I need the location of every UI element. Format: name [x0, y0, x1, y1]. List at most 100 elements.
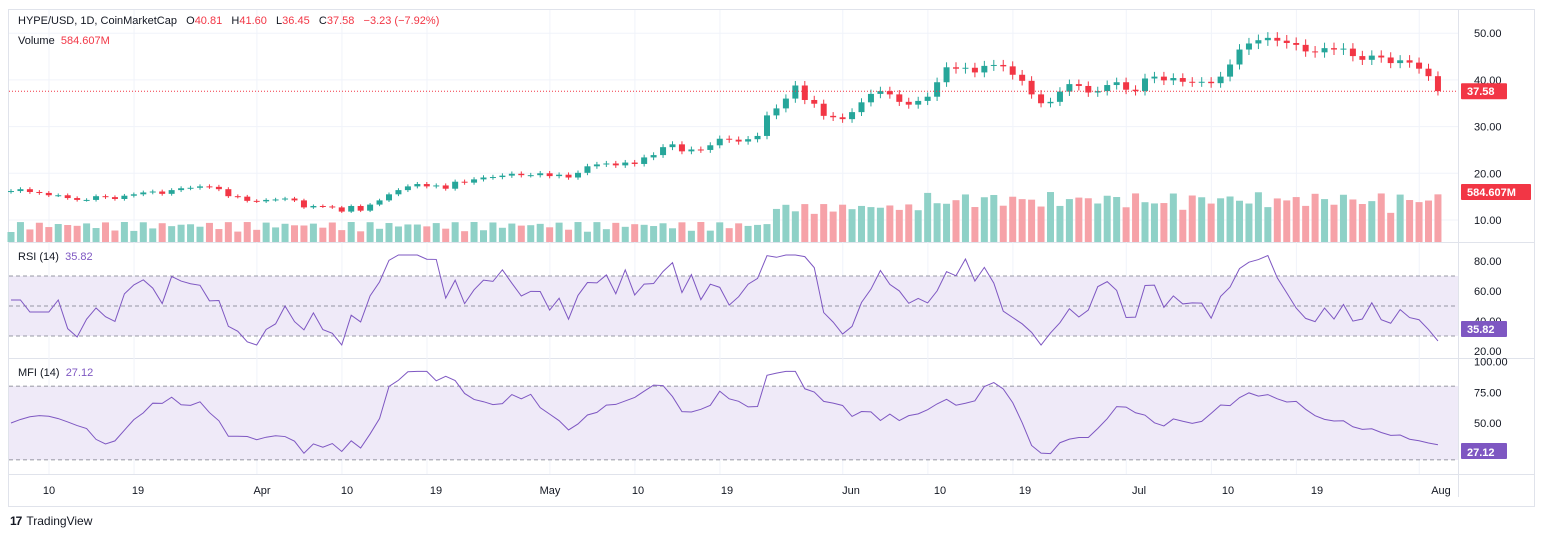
candle-body: [93, 196, 100, 200]
volume-bar: [1245, 203, 1253, 242]
candle-body: [1142, 78, 1148, 92]
volume-bar: [527, 225, 535, 242]
candle-body: [471, 179, 478, 183]
volume-bar: [1122, 207, 1130, 242]
volume-bar: [565, 229, 573, 242]
volume-bar: [1103, 195, 1111, 242]
candle-body: [83, 199, 90, 201]
volume-bar: [829, 211, 837, 242]
mfi-badge-text: 27.12: [1467, 447, 1495, 459]
volume-bar: [7, 232, 15, 242]
volume-bar: [678, 222, 686, 242]
candle-body: [8, 191, 14, 193]
volume-bar: [26, 229, 34, 242]
x-tick-label: 10: [43, 485, 55, 497]
candle-body: [1293, 43, 1300, 45]
volume-bar: [1406, 200, 1414, 242]
candle-body: [745, 139, 752, 142]
candle-body: [839, 117, 846, 120]
volume-bar: [886, 205, 894, 242]
volume-bar: [1368, 201, 1376, 242]
candle-body: [1236, 49, 1243, 65]
volume-bar: [262, 222, 270, 242]
candle-body: [215, 186, 222, 190]
candle-body: [348, 205, 355, 212]
volume-bar: [272, 227, 280, 242]
candle-body: [622, 162, 629, 166]
tradingview-brand[interactable]: 17 TradingView: [10, 514, 92, 528]
volume-bar: [1141, 202, 1149, 242]
candle-body: [1406, 60, 1413, 63]
candle-body: [858, 102, 865, 113]
candle-body: [64, 195, 71, 199]
candle-body: [773, 108, 780, 116]
volume-bar: [697, 222, 705, 242]
volume-bar: [1311, 193, 1319, 242]
volume-bar: [328, 222, 336, 242]
volume-bar: [536, 223, 544, 242]
volume-bar: [669, 228, 676, 242]
candle-body: [915, 100, 922, 105]
candle-body: [924, 96, 931, 101]
candle-body: [849, 112, 856, 120]
candle-body: [1132, 89, 1139, 92]
candle-body: [1274, 37, 1281, 41]
open-value: 40.81: [194, 15, 223, 27]
volume-bar: [1321, 199, 1329, 242]
volume-bar: [357, 231, 365, 242]
volume-bar: [858, 205, 865, 242]
candle-body: [556, 174, 563, 177]
volume-bar: [791, 211, 799, 242]
candle-body: [782, 98, 789, 109]
volume-bar: [999, 205, 1007, 242]
rsi-tick-label: 20.00: [1474, 346, 1502, 358]
volume-bar: [1292, 197, 1300, 242]
volume-bar: [309, 223, 317, 242]
volume-bar: [35, 222, 43, 242]
candle-body: [650, 155, 657, 158]
volume-bar: [149, 228, 157, 242]
candle-body: [433, 185, 440, 187]
candle-body: [953, 67, 959, 69]
volume-bar: [735, 223, 743, 242]
rsi-line: [11, 254, 1439, 347]
volume-bar: [1339, 194, 1347, 242]
volume-bar: [139, 222, 147, 242]
candle-body: [962, 67, 969, 69]
volume-bar: [602, 229, 610, 242]
candle-body: [338, 207, 345, 212]
volume-bar: [1188, 195, 1196, 242]
volume-bar: [470, 222, 478, 242]
volume-bar: [1009, 196, 1017, 242]
candle-body: [1434, 76, 1441, 92]
candle-body: [631, 162, 638, 164]
volume-bar: [215, 229, 223, 242]
candle-body: [1075, 84, 1082, 86]
volume-bar: [754, 224, 762, 242]
candle-body: [820, 103, 827, 116]
candle-body: [764, 115, 770, 136]
volume-series: [7, 192, 1442, 242]
candle-body: [1028, 80, 1035, 95]
candle-body: [357, 205, 364, 211]
candle-body: [1160, 76, 1167, 81]
volume-bar: [281, 223, 289, 242]
candle-body: [1340, 48, 1347, 50]
x-tick-label: Apr: [253, 485, 270, 497]
volume-bar: [1434, 194, 1442, 242]
candle-body: [1066, 84, 1073, 92]
mfi-legend: MFI (14) 27.12: [18, 367, 93, 379]
volume-bar: [943, 203, 951, 242]
candle-body: [55, 195, 62, 197]
x-tick-label: 10: [934, 485, 946, 497]
volume-bar: [725, 228, 733, 242]
close-value: 37.58: [326, 15, 355, 27]
volume-bar: [177, 224, 185, 242]
last-price-badge: [1461, 83, 1507, 100]
volume-bar: [1065, 199, 1073, 242]
tradingview-logo-icon: 17: [10, 514, 22, 528]
volume-bar: [224, 222, 232, 242]
volume-bar: [687, 230, 695, 242]
volume-bar: [158, 223, 166, 242]
